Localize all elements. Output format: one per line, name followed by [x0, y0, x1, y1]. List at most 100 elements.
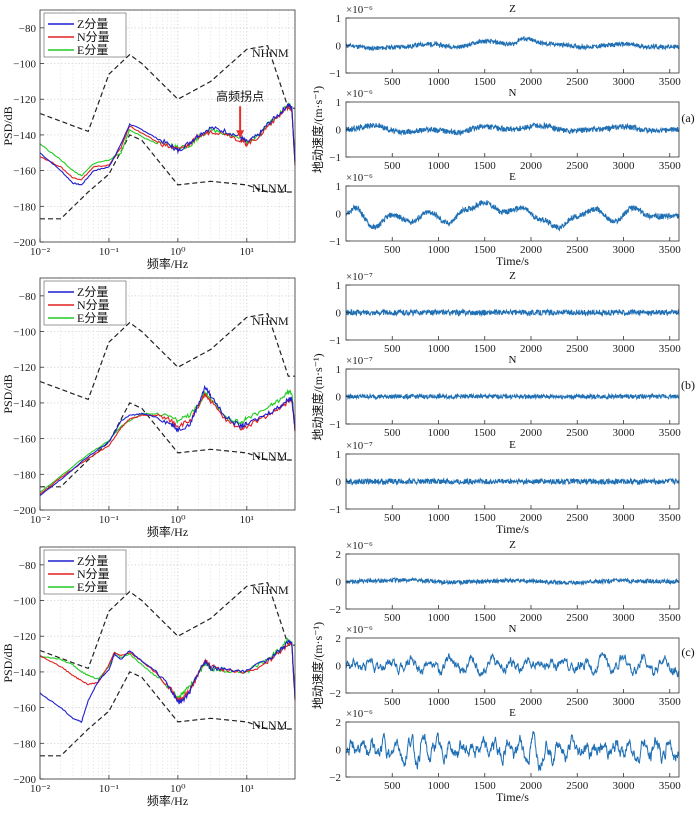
- psd-series-z: [39, 103, 296, 186]
- ts-xtick-label: 2500: [566, 427, 589, 439]
- psd-ytick-label: −100: [13, 59, 36, 71]
- ts-title: E: [509, 171, 516, 183]
- ts-ytick-label: −1: [329, 152, 341, 164]
- ts-xtick-label: 1500: [474, 612, 497, 624]
- ts-waveform: [345, 200, 680, 232]
- psd-ylabel: PSD/dB: [1, 643, 15, 682]
- ts-xtick-label: 1000: [428, 244, 451, 256]
- ts-ytick-label: −1: [329, 68, 341, 80]
- ts-exponent: ×10⁻⁶: [346, 624, 373, 636]
- ts-xtick-label: 1000: [428, 696, 451, 708]
- psd-ytick-label: −180: [13, 469, 36, 481]
- ts-shared-ylabel: 地动速度/(m·s⁻¹): [310, 353, 325, 440]
- ts-title: N: [509, 354, 517, 366]
- psd-ytick-label: −100: [13, 327, 36, 339]
- ts-xtick-label: 2500: [566, 696, 589, 708]
- ts-title: N: [509, 623, 517, 635]
- psd-ytick-label: −200: [13, 774, 36, 786]
- ts-title: E: [509, 439, 516, 451]
- psd-ylabel: PSD/dB: [1, 106, 15, 145]
- ts-xtick-label: 500: [384, 427, 401, 439]
- panel-label-b: (b): [681, 378, 695, 392]
- ts-xtick-label: 1000: [428, 343, 451, 355]
- ts-ytick-label: 1: [336, 449, 342, 461]
- ts-exponent: ×10⁻⁶: [346, 88, 373, 100]
- psd-ytick-label: −140: [13, 130, 36, 142]
- ts-ytick-label: 2: [336, 717, 342, 729]
- ts-xtick-label: 1000: [428, 612, 451, 624]
- ts-xtick-label: 2000: [520, 780, 543, 792]
- psd-series-z: [39, 384, 296, 496]
- ts-xtick-label: 2000: [520, 244, 543, 256]
- psd-xtick-label: 10⁰: [170, 246, 186, 258]
- nhnm-label: NHNM: [252, 583, 289, 597]
- ts-ytick-label: 1: [336, 280, 342, 292]
- ts-xtick-label: 2500: [566, 244, 589, 256]
- psd-ytick-label: −160: [13, 166, 36, 178]
- nlnm-label: NLNM: [252, 718, 288, 732]
- ts-waveform: [345, 730, 680, 772]
- ts-ytick-label: 0: [336, 577, 342, 589]
- ts-xtick-label: 3500: [659, 612, 682, 624]
- ts-waveform: [345, 576, 680, 587]
- ts-ytick-label: 0: [336, 477, 342, 489]
- ts-waveform: [345, 392, 680, 401]
- psd-legend-label-e: E分量: [77, 580, 108, 594]
- ts-xtick-label: 500: [384, 696, 401, 708]
- psd-ytick-label: −80: [19, 23, 37, 35]
- ts-ytick-label: 1: [336, 97, 342, 109]
- ts-xtick-label: 2500: [566, 780, 589, 792]
- psd-series-e: [39, 102, 296, 177]
- psd-ytick-label: −100: [13, 596, 36, 608]
- ts-ytick-label: 1: [336, 13, 342, 25]
- ts-xtick-label: 1500: [474, 244, 497, 256]
- annotation-label: 高频拐点: [216, 88, 264, 103]
- nlnm-label: NLNM: [252, 449, 288, 463]
- ts-xtick-label: 3500: [659, 244, 682, 256]
- nhnm-label: NHNM: [252, 46, 289, 60]
- ts-xtick-label: 3500: [659, 512, 682, 524]
- ts-xtick-label: 500: [384, 160, 401, 172]
- ts-xtick-label: 1500: [474, 696, 497, 708]
- ts-ytick-label: −2: [329, 772, 341, 784]
- ts-xlabel: Time/s: [496, 790, 529, 804]
- ts-ytick-label: 0: [336, 392, 342, 404]
- ts-ytick-label: 1: [336, 181, 342, 193]
- ts-xtick-label: 3500: [659, 696, 682, 708]
- ts-title: Z: [509, 270, 516, 282]
- ts-xtick-label: 2000: [520, 76, 543, 88]
- ts-ytick-label: −1: [329, 504, 341, 516]
- ts-ytick-label: −1: [329, 419, 341, 431]
- ts-xtick-label: 3000: [613, 244, 636, 256]
- psd-xtick-label: 10⁻²: [30, 246, 51, 258]
- ts-xtick-label: 3500: [659, 427, 682, 439]
- psd-xtick-label: 10¹: [240, 246, 254, 258]
- psd-ylabel: PSD/dB: [1, 374, 15, 413]
- psd-legend-label-n: N分量: [77, 298, 110, 312]
- ts-ytick-label: −2: [329, 604, 341, 616]
- ts-ytick-label: 0: [336, 308, 342, 320]
- psd-ytick-label: −200: [13, 505, 36, 517]
- psd-ytick-label: −140: [13, 667, 36, 679]
- psd-xtick-label: 10¹: [240, 514, 254, 526]
- ts-xtick-label: 3000: [613, 343, 636, 355]
- ts-xtick-label: 1500: [474, 512, 497, 524]
- ts-exponent: ×10⁻⁶: [346, 708, 373, 720]
- ts-waveform: [345, 652, 680, 678]
- ts-xtick-label: 500: [384, 512, 401, 524]
- psd-xlabel: 频率/Hz: [147, 256, 188, 271]
- ts-waveform: [345, 476, 680, 486]
- ts-xtick-label: 1000: [428, 780, 451, 792]
- ts-ytick-label: −1: [329, 236, 341, 248]
- ts-xtick-label: 2500: [566, 612, 589, 624]
- annotation-arrow-head: [236, 130, 245, 139]
- ts-title: Z: [509, 539, 516, 551]
- psd-ytick-label: −80: [19, 291, 37, 303]
